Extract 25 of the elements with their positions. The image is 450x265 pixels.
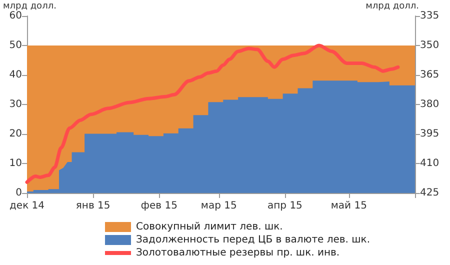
y2-tick-label: 380: [420, 99, 440, 110]
x-tick-label: дек 14: [9, 200, 45, 212]
y2-tick-label: 410: [420, 158, 440, 169]
y2-tick-label: 395: [420, 128, 440, 140]
y2-tick-label: 350: [420, 40, 440, 51]
y-tick-label: 40: [9, 70, 22, 80]
y2-tick-label: 335: [420, 10, 440, 22]
y-tick-label: 0: [16, 188, 22, 198]
x-tick-label: апр 15: [267, 200, 302, 212]
legend-label: Задолженность перед ЦБ в валюте лев. шк.: [136, 234, 370, 246]
x-tick-label: мар 15: [200, 200, 237, 212]
legend-label: Золотовалютные резервы пр. шк. инв.: [136, 248, 340, 258]
y2-tick-label: 365: [420, 70, 440, 80]
x-tick-label: май 15: [330, 200, 367, 212]
y-axis-title: млрд долл.: [3, 2, 56, 12]
x-tick-label: янв 15: [76, 200, 110, 212]
y-tick-label: 30: [9, 99, 22, 110]
y-tick-label: 60: [9, 10, 22, 22]
y-tick-label: 10: [9, 158, 22, 169]
y2-tick-label: 425: [420, 188, 440, 198]
y-tick-label: 20: [9, 128, 22, 140]
y2-axis-title: млрд долл.: [366, 2, 419, 12]
y-tick-label: 50: [9, 40, 22, 51]
legend-label: Совокупный лимит лев. шк.: [136, 222, 283, 232]
x-tick-label: фев 15: [140, 200, 178, 212]
